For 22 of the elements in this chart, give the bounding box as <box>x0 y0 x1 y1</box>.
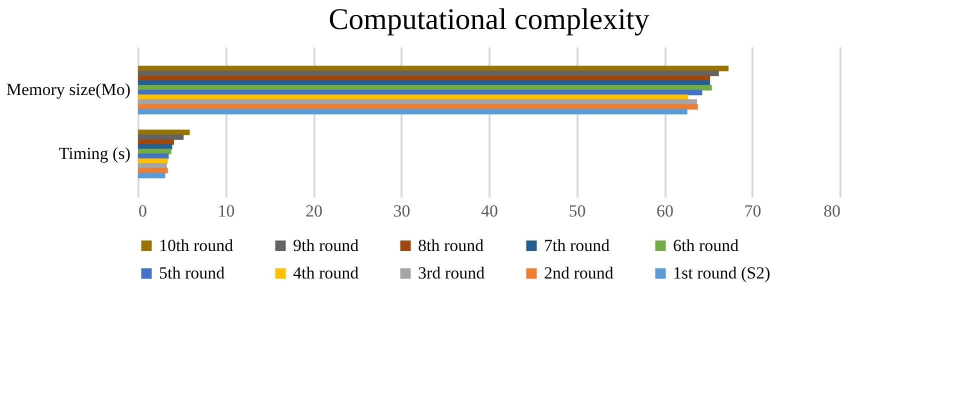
legend-label: 9th round <box>293 236 360 255</box>
legend-label: 2nd round <box>544 264 614 282</box>
legend-label: 1st round (S2) <box>673 264 770 282</box>
x-tick-label: 0 <box>138 202 147 220</box>
x-tick-label: 20 <box>306 202 322 220</box>
chart-title: Computational complexity <box>328 3 650 36</box>
legend-label: 7th round <box>544 236 610 255</box>
y-tick-label: Timing (s) <box>58 144 130 163</box>
x-tick-label: 10 <box>218 202 235 220</box>
x-tick-label: 30 <box>393 202 410 220</box>
legend-label: 8th round <box>418 236 484 255</box>
legend-label: 3rd round <box>418 264 486 282</box>
legend-label: 4th round <box>293 264 360 282</box>
x-tick-label: 70 <box>744 202 762 220</box>
y-tick-label: Memory size(Mo) <box>6 80 130 100</box>
legend-label: 6th round <box>673 236 740 255</box>
legend-label: 10th round <box>159 236 234 255</box>
x-tick-label: 50 <box>568 202 586 220</box>
legend-label: 5th round <box>159 264 226 282</box>
x-tick-label: 60 <box>656 202 674 220</box>
x-tick-label: 80 <box>824 202 840 220</box>
x-tick-label: 40 <box>481 202 498 220</box>
